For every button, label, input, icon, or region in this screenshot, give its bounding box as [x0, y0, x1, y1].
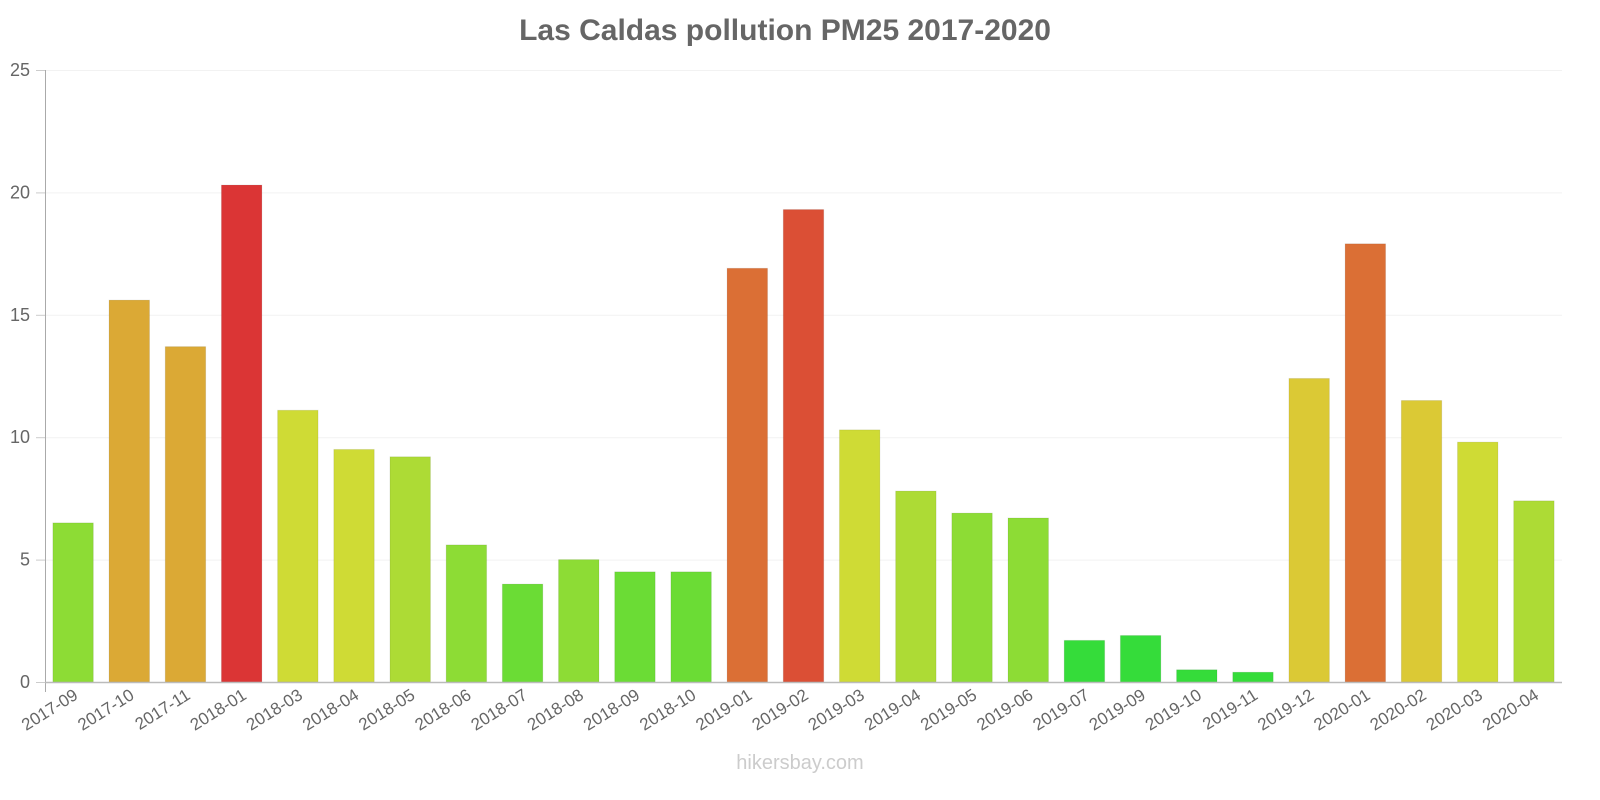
- x-tick-label: 2019-01: [692, 685, 755, 734]
- bar-2018-01[interactable]: [220, 184, 263, 683]
- x-tick-label: 2018-08: [524, 685, 587, 734]
- bar-2018-04[interactable]: [333, 448, 375, 683]
- bar-2018-08[interactable]: [558, 559, 600, 683]
- x-axis-labels: 2017-092017-102017-112018-012018-032018-…: [18, 685, 1542, 734]
- bar-2018-10[interactable]: [670, 571, 712, 683]
- bar-2019-06[interactable]: [1007, 517, 1049, 683]
- x-tick-label: 2019-02: [749, 685, 812, 734]
- x-tick-label: 2019-10: [1142, 685, 1205, 734]
- x-tick-label: 2018-10: [636, 685, 699, 734]
- x-tick-label: 2020-01: [1310, 685, 1373, 734]
- x-tick-label: 2019-09: [1086, 685, 1149, 734]
- x-tick-label: 2019-03: [805, 685, 868, 734]
- bar-2019-10[interactable]: [1176, 669, 1218, 683]
- bar-2017-11[interactable]: [164, 346, 207, 683]
- x-tick-label: 2018-01: [187, 685, 250, 734]
- x-tick-label: 2017-11: [132, 685, 194, 734]
- x-tick-label: 2020-02: [1367, 685, 1430, 734]
- bars: [52, 184, 1555, 683]
- bar-2019-01[interactable]: [726, 267, 769, 683]
- x-tick-label: 2019-04: [861, 685, 924, 734]
- x-tick-label: 2020-03: [1423, 685, 1486, 734]
- x-tick-label: 2017-10: [74, 685, 137, 734]
- x-tick-label: 2018-04: [299, 685, 362, 734]
- bar-2019-09[interactable]: [1119, 634, 1162, 683]
- bar-2017-09[interactable]: [52, 522, 94, 683]
- x-tick-label: 2018-09: [580, 685, 643, 734]
- chart-title: Las Caldas pollution PM25 2017-2020: [519, 14, 1051, 47]
- y-axis-ticks: 0 5 10 15 20 25: [10, 60, 45, 692]
- x-tick-label: 2018-05: [355, 685, 418, 734]
- watermark: hikersbay.com: [736, 752, 864, 774]
- y-tick-label: 25: [10, 60, 30, 80]
- bar-2020-02[interactable]: [1400, 399, 1443, 683]
- y-tick-label: 0: [20, 672, 30, 692]
- bar-2018-09[interactable]: [614, 571, 656, 683]
- y-tick-label: 5: [20, 550, 30, 570]
- y-tick-label: 10: [10, 427, 30, 447]
- x-tick-label: 2019-05: [917, 685, 980, 734]
- x-tick-label: 2018-06: [412, 685, 475, 734]
- bar-2018-03[interactable]: [277, 409, 319, 683]
- x-tick-label: 2019-11: [1199, 685, 1261, 734]
- bar-2019-12[interactable]: [1288, 377, 1330, 683]
- x-tick-label: 2018-07: [468, 685, 531, 734]
- x-tick-label: 2017-09: [18, 685, 81, 734]
- bar-2019-05[interactable]: [951, 512, 993, 683]
- x-tick-label: 2018-03: [243, 685, 306, 734]
- y-tick-label: 20: [10, 182, 30, 202]
- bar-2020-01[interactable]: [1344, 243, 1387, 683]
- bar-2019-11[interactable]: [1232, 671, 1274, 683]
- bar-2019-03[interactable]: [838, 429, 881, 683]
- bar-2017-10[interactable]: [108, 299, 151, 683]
- bar-2019-07[interactable]: [1063, 639, 1106, 683]
- bar-2020-03[interactable]: [1456, 441, 1499, 683]
- bar-2019-04[interactable]: [895, 490, 937, 683]
- x-tick-label: 2019-07: [1030, 685, 1093, 734]
- bar-2018-07[interactable]: [501, 583, 544, 683]
- bar-2019-02[interactable]: [782, 209, 825, 683]
- y-tick-label: 15: [10, 305, 30, 325]
- bar-2018-05[interactable]: [389, 456, 431, 683]
- x-tick-label: 2020-04: [1479, 685, 1542, 734]
- x-tick-label: 2019-12: [1254, 685, 1317, 734]
- x-tick-label: 2019-06: [973, 685, 1036, 734]
- bar-2020-04[interactable]: [1513, 500, 1555, 683]
- bar-2018-06[interactable]: [445, 544, 488, 683]
